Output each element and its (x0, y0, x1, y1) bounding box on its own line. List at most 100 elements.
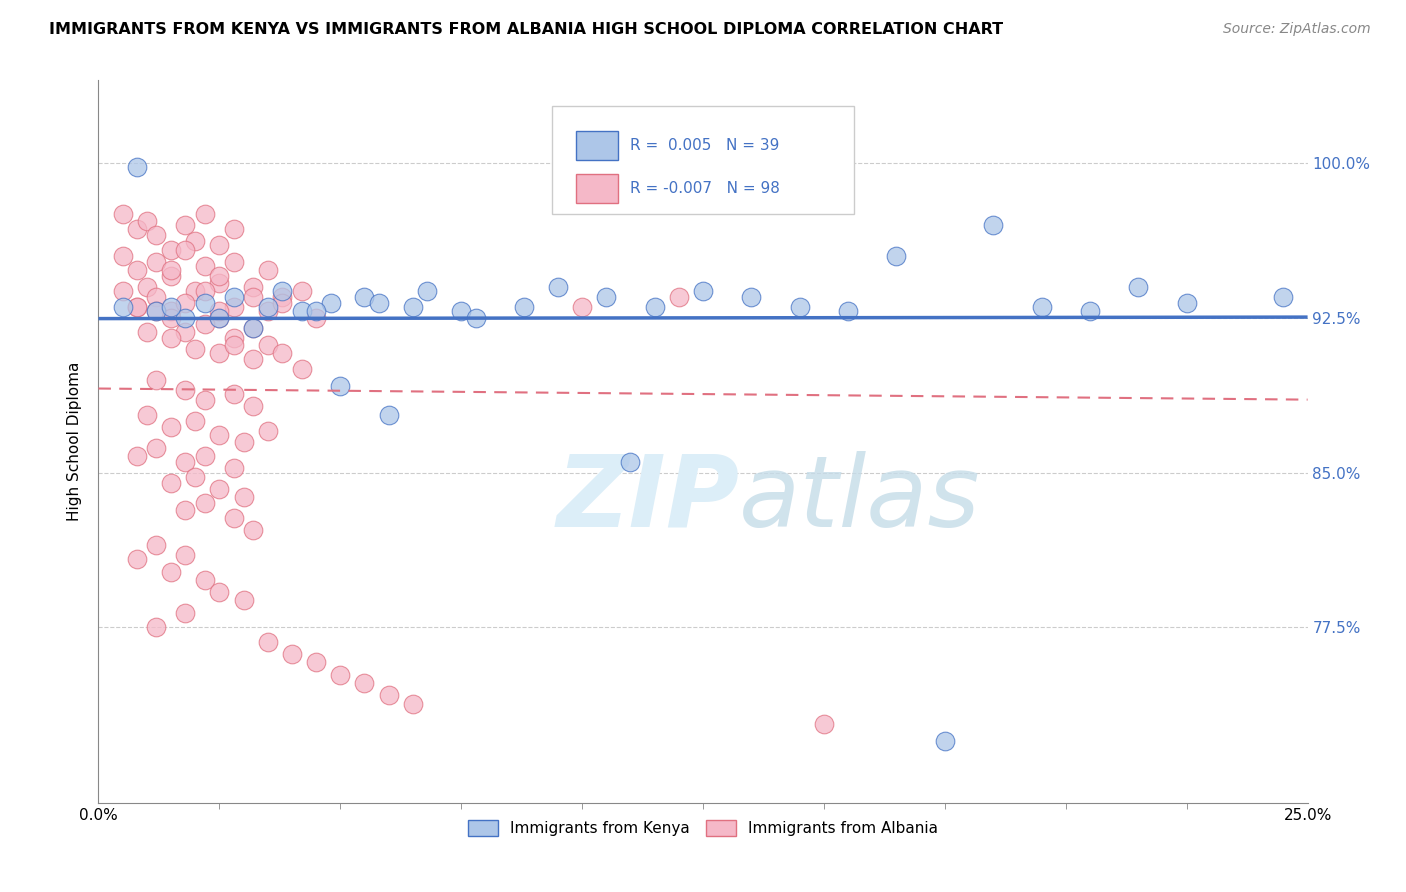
Point (160, 243, 183, 257)
FancyBboxPatch shape (576, 174, 619, 203)
Point (981, 218, 1004, 232)
Point (208, 269, 231, 284)
Point (194, 449, 217, 463)
Point (194, 207, 217, 221)
Point (194, 284, 217, 298)
Point (256, 304, 278, 318)
FancyBboxPatch shape (551, 105, 855, 214)
Point (222, 222, 245, 236)
Point (256, 301, 278, 315)
Point (222, 255, 245, 269)
Point (329, 379, 352, 393)
Point (145, 228, 167, 243)
Point (194, 393, 217, 408)
Point (208, 304, 231, 318)
Point (242, 524, 264, 538)
Point (135, 279, 157, 293)
Point (290, 362, 312, 376)
Point (135, 213, 157, 227)
Point (692, 284, 714, 298)
Point (271, 296, 294, 310)
Point (111, 207, 134, 221)
Point (208, 238, 231, 252)
Point (208, 585, 231, 599)
Point (174, 243, 197, 257)
Point (1031, 301, 1053, 315)
Point (208, 482, 231, 496)
Point (127, 301, 149, 315)
Point (271, 290, 294, 304)
Point (513, 301, 536, 315)
Point (160, 310, 183, 325)
Point (174, 548, 197, 562)
Text: IMMIGRANTS FROM KENYA VS IMMIGRANTS FROM ALBANIA HIGH SCHOOL DIPLOMA CORRELATION: IMMIGRANTS FROM KENYA VS IMMIGRANTS FROM… (49, 22, 1004, 37)
Point (174, 455, 197, 469)
Point (208, 345, 231, 359)
Point (127, 552, 149, 566)
Point (353, 676, 375, 690)
Point (145, 538, 167, 552)
Point (232, 593, 254, 607)
Point (145, 620, 167, 634)
Point (1078, 304, 1101, 318)
Point (242, 400, 264, 414)
Point (256, 424, 278, 438)
Point (127, 263, 149, 277)
Point (208, 428, 231, 442)
Point (160, 331, 183, 345)
Point (184, 342, 207, 356)
Point (319, 296, 342, 310)
Point (174, 502, 197, 516)
Point (160, 263, 183, 277)
Point (402, 697, 425, 711)
Point (377, 689, 399, 703)
Point (837, 304, 859, 318)
Point (789, 301, 811, 315)
Point (174, 383, 197, 397)
Point (281, 647, 304, 661)
Point (160, 475, 183, 490)
Point (111, 284, 134, 298)
Point (934, 734, 956, 748)
Point (174, 606, 197, 620)
Point (135, 325, 157, 339)
Point (184, 284, 207, 298)
Point (208, 310, 231, 325)
Point (644, 301, 666, 315)
Point (740, 290, 762, 304)
Point (232, 490, 254, 504)
Point (145, 304, 167, 318)
Point (329, 668, 352, 682)
Point (222, 387, 245, 401)
Point (402, 301, 425, 315)
Point (242, 279, 264, 293)
Point (145, 290, 167, 304)
Point (222, 290, 245, 304)
Point (305, 310, 328, 325)
Point (127, 449, 149, 463)
Text: atlas: atlas (740, 450, 981, 548)
Point (242, 290, 264, 304)
Point (194, 296, 217, 310)
Point (619, 455, 641, 469)
Point (174, 218, 197, 232)
Point (111, 249, 134, 263)
Point (222, 461, 245, 475)
Point (668, 290, 690, 304)
Point (1175, 296, 1198, 310)
Point (271, 345, 294, 359)
Point (184, 414, 207, 428)
Point (127, 301, 149, 315)
Point (305, 304, 328, 318)
Text: Source: ZipAtlas.com: Source: ZipAtlas.com (1223, 22, 1371, 37)
Point (174, 310, 197, 325)
Point (416, 284, 439, 298)
Y-axis label: High School Diploma: High School Diploma (67, 362, 83, 521)
Point (368, 296, 391, 310)
Point (1128, 279, 1150, 293)
Point (1272, 290, 1295, 304)
Point (450, 304, 472, 318)
Point (305, 656, 328, 670)
Point (271, 284, 294, 298)
Point (145, 441, 167, 455)
